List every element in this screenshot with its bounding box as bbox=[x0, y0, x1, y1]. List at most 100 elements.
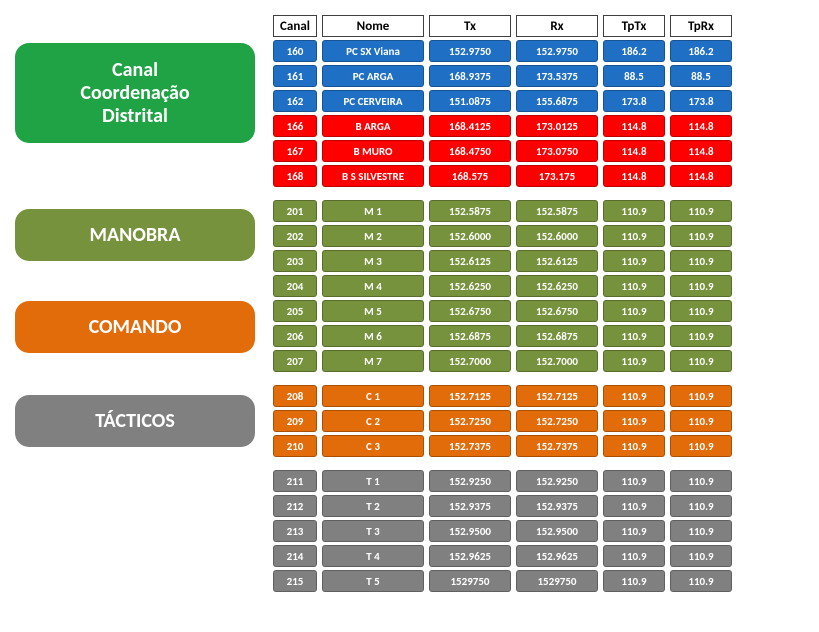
cell-rx: 152.9750 bbox=[516, 40, 598, 62]
cell-tx: 152.5875 bbox=[429, 200, 511, 222]
cell-canal: 211 bbox=[273, 470, 317, 492]
cell-tptx: 110.9 bbox=[603, 350, 665, 372]
table-row: 215T 515297501529750110.9110.9 bbox=[273, 570, 804, 592]
cell-tx: 168.575 bbox=[429, 165, 511, 187]
cell-nome: C 3 bbox=[322, 435, 424, 457]
cell-tprx: 110.9 bbox=[670, 225, 732, 247]
cell-canal: 203 bbox=[273, 250, 317, 272]
cell-nome: PC CERVEIRA bbox=[322, 90, 424, 112]
cell-rx: 152.6875 bbox=[516, 325, 598, 347]
table-row: 204M 4152.6250152.6250110.9110.9 bbox=[273, 275, 804, 297]
cell-tprx: 110.9 bbox=[670, 570, 732, 592]
cell-tptx: 110.9 bbox=[603, 385, 665, 407]
cell-rx: 155.6875 bbox=[516, 90, 598, 112]
cell-rx: 1529750 bbox=[516, 570, 598, 592]
cell-nome: C 2 bbox=[322, 410, 424, 432]
cell-canal: 201 bbox=[273, 200, 317, 222]
cell-tptx: 110.9 bbox=[603, 495, 665, 517]
cell-canal: 162 bbox=[273, 90, 317, 112]
cell-canal: 206 bbox=[273, 325, 317, 347]
table-header-row: CanalNomeTxRxTpTxTpRx bbox=[273, 15, 804, 37]
cell-tx: 168.4125 bbox=[429, 115, 511, 137]
cell-tx: 152.6875 bbox=[429, 325, 511, 347]
cell-tptx: 110.9 bbox=[603, 410, 665, 432]
cell-rx: 152.9375 bbox=[516, 495, 598, 517]
table-row: 207M 7152.7000152.7000110.9110.9 bbox=[273, 350, 804, 372]
cell-nome: T 4 bbox=[322, 545, 424, 567]
group-label-comando: COMANDO bbox=[15, 301, 255, 353]
table-row: 211T 1152.9250152.9250110.9110.9 bbox=[273, 470, 804, 492]
cell-rx: 173.0125 bbox=[516, 115, 598, 137]
cell-nome: T 2 bbox=[322, 495, 424, 517]
cell-canal: 214 bbox=[273, 545, 317, 567]
cell-tx: 152.7125 bbox=[429, 385, 511, 407]
table-row: 167B MURO168.4750173.0750114.8114.8 bbox=[273, 140, 804, 162]
cell-rx: 152.6125 bbox=[516, 250, 598, 272]
cell-rx: 152.9250 bbox=[516, 470, 598, 492]
cell-tprx: 173.8 bbox=[670, 90, 732, 112]
header-rx: Rx bbox=[516, 15, 598, 37]
cell-tptx: 110.9 bbox=[603, 435, 665, 457]
cell-tprx: 114.8 bbox=[670, 165, 732, 187]
cell-rx: 152.7000 bbox=[516, 350, 598, 372]
cell-tx: 152.6250 bbox=[429, 275, 511, 297]
cell-tprx: 88.5 bbox=[670, 65, 732, 87]
table-row: 202M 2152.6000152.6000110.9110.9 bbox=[273, 225, 804, 247]
table-row: 160PC SX Viana152.9750152.9750186.2186.2 bbox=[273, 40, 804, 62]
cell-tx: 168.4750 bbox=[429, 140, 511, 162]
cell-tx: 152.7250 bbox=[429, 410, 511, 432]
cell-tptx: 110.9 bbox=[603, 520, 665, 542]
cell-tptx: 110.9 bbox=[603, 300, 665, 322]
cell-tptx: 110.9 bbox=[603, 225, 665, 247]
cell-canal: 168 bbox=[273, 165, 317, 187]
cell-tx: 152.7375 bbox=[429, 435, 511, 457]
cell-rx: 152.6750 bbox=[516, 300, 598, 322]
header-tprx: TpRx bbox=[670, 15, 732, 37]
cell-canal: 210 bbox=[273, 435, 317, 457]
cell-tprx: 110.9 bbox=[670, 470, 732, 492]
cell-tx: 152.7000 bbox=[429, 350, 511, 372]
cell-tprx: 110.9 bbox=[670, 520, 732, 542]
table-row: 213T 3152.9500152.9500110.9110.9 bbox=[273, 520, 804, 542]
cell-tprx: 110.9 bbox=[670, 275, 732, 297]
cell-canal: 212 bbox=[273, 495, 317, 517]
cell-tprx: 110.9 bbox=[670, 545, 732, 567]
cell-tx: 152.6000 bbox=[429, 225, 511, 247]
cell-nome: T 3 bbox=[322, 520, 424, 542]
table-row: 201M 1152.5875152.5875110.9110.9 bbox=[273, 200, 804, 222]
cell-tprx: 186.2 bbox=[670, 40, 732, 62]
cell-canal: 204 bbox=[273, 275, 317, 297]
cell-canal: 213 bbox=[273, 520, 317, 542]
cell-canal: 160 bbox=[273, 40, 317, 62]
table-row: 205M 5152.6750152.6750110.9110.9 bbox=[273, 300, 804, 322]
cell-nome: PC SX Viana bbox=[322, 40, 424, 62]
table-row: 166B ARGA168.4125173.0125114.8114.8 bbox=[273, 115, 804, 137]
table-row: 209C 2152.7250152.7250110.9110.9 bbox=[273, 410, 804, 432]
cell-tx: 151.0875 bbox=[429, 90, 511, 112]
cell-tx: 152.9250 bbox=[429, 470, 511, 492]
cell-tx: 152.9375 bbox=[429, 495, 511, 517]
cell-rx: 152.6000 bbox=[516, 225, 598, 247]
cell-rx: 152.5875 bbox=[516, 200, 598, 222]
cell-tptx: 88.5 bbox=[603, 65, 665, 87]
cell-nome: M 2 bbox=[322, 225, 424, 247]
cell-nome: C 1 bbox=[322, 385, 424, 407]
cell-tx: 168.9375 bbox=[429, 65, 511, 87]
cell-tx: 152.6125 bbox=[429, 250, 511, 272]
cell-tprx: 110.9 bbox=[670, 435, 732, 457]
cell-canal: 208 bbox=[273, 385, 317, 407]
table-row: 212T 2152.9375152.9375110.9110.9 bbox=[273, 495, 804, 517]
cell-rx: 173.0750 bbox=[516, 140, 598, 162]
table-row: 203M 3152.6125152.6125110.9110.9 bbox=[273, 250, 804, 272]
cell-tprx: 110.9 bbox=[670, 300, 732, 322]
header-canal: Canal bbox=[273, 15, 317, 37]
cell-tx: 152.9750 bbox=[429, 40, 511, 62]
table-row: 168B S SILVESTRE168.575173.175114.8114.8 bbox=[273, 165, 804, 187]
channel-table: CanalNomeTxRxTpTxTpRx160PC SX Viana152.9… bbox=[273, 15, 804, 595]
cell-tprx: 110.9 bbox=[670, 325, 732, 347]
cell-tptx: 186.2 bbox=[603, 40, 665, 62]
cell-nome: M 4 bbox=[322, 275, 424, 297]
group-label-manobra: MANOBRA bbox=[15, 209, 255, 261]
group-label-distrital: CanalCoordenaçãoDistrital bbox=[15, 43, 255, 143]
cell-tptx: 110.9 bbox=[603, 570, 665, 592]
